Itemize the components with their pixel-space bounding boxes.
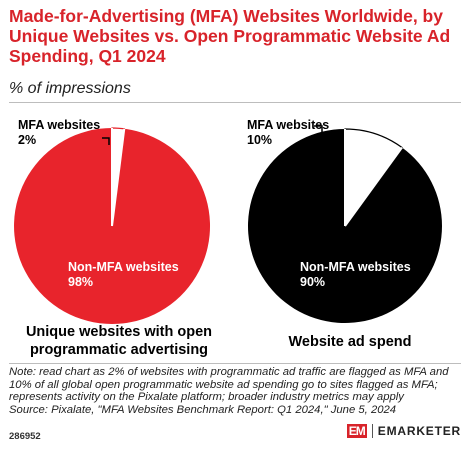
pie-0-mfa-value: 2% — [18, 133, 36, 147]
top-divider — [9, 102, 461, 103]
brand-logo: EM EMARKETER — [346, 424, 461, 438]
pie-1-mfa-value: 10% — [247, 133, 272, 147]
pie-1-non-mfa-label: Non-MFA websites — [300, 260, 411, 274]
pie-0-mfa-leader-line — [102, 137, 110, 145]
source-text: Source: Pixalate, "MFA Websites Benchmar… — [9, 403, 397, 416]
pie-title-unique-websites: Unique websites with open programmatic a… — [25, 324, 213, 358]
bottom-divider — [9, 363, 461, 364]
chart-id: 286952 — [9, 431, 41, 442]
brand-mark-icon: EM — [346, 424, 367, 438]
pie-1-mfa-leader-line — [314, 125, 323, 145]
pie-title-ad-spend: Website ad spend — [288, 334, 412, 350]
pie-0-separator-1 — [111, 128, 126, 227]
pie-0-non-mfa-value: 98% — [68, 275, 93, 289]
pie-1-mfa-label: MFA websites — [247, 118, 329, 132]
chart-title: Made-for-Advertising (MFA) Websites Worl… — [9, 6, 451, 66]
pie-0-mfa-label: MFA websites — [18, 118, 100, 132]
brand-separator — [371, 424, 373, 438]
chart-subtitle: % of impressions — [9, 80, 131, 97]
pie-1-separator-1 — [344, 146, 403, 227]
pie-0-non-mfa-label: Non-MFA websites — [68, 260, 179, 274]
note-text: Note: read chart as 2% of websites with … — [9, 366, 449, 404]
brand-name: EMARKETER — [377, 424, 461, 438]
pie-1-non-mfa-value: 90% — [300, 275, 325, 289]
footnote: Note: read chart as 2% of websites with … — [9, 366, 464, 416]
